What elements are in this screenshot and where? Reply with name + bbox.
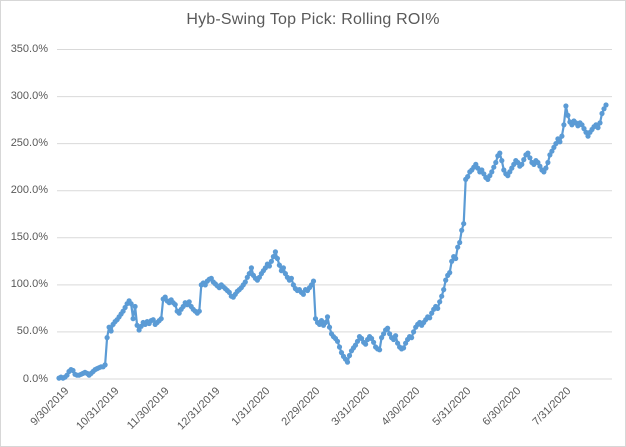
- data-point-marker: [268, 258, 274, 264]
- data-point-marker: [497, 150, 503, 156]
- data-point-marker: [545, 159, 551, 166]
- y-axis-tick-label: 100.0%: [10, 278, 48, 291]
- data-point-marker: [435, 305, 441, 311]
- data-point-marker: [324, 314, 331, 320]
- data-point-marker: [465, 174, 471, 180]
- data-point-marker: [553, 141, 559, 147]
- data-point-marker: [453, 255, 459, 262]
- data-point-marker: [248, 265, 254, 271]
- data-point-marker: [597, 120, 603, 126]
- data-point-marker: [280, 265, 286, 271]
- data-point-marker: [371, 339, 377, 345]
- data-point-marker: [525, 150, 531, 156]
- data-point-marker: [196, 308, 202, 314]
- data-point-marker: [266, 263, 272, 269]
- data-point-marker: [150, 317, 156, 323]
- data-point-marker: [461, 221, 467, 227]
- data-point-marker: [561, 122, 567, 128]
- data-point-marker: [543, 165, 549, 171]
- data-point-marker: [132, 303, 138, 310]
- data-point-marker: [272, 249, 278, 255]
- data-point-marker: [427, 315, 433, 321]
- data-point-marker: [363, 341, 369, 347]
- data-point-marker: [437, 299, 443, 305]
- data-point-marker: [130, 316, 136, 322]
- data-point-marker: [354, 338, 361, 344]
- data-point-marker: [409, 335, 415, 341]
- data-point-marker: [563, 103, 569, 109]
- data-point-marker: [441, 287, 447, 293]
- data-point-marker: [527, 155, 533, 161]
- data-point-marker: [455, 244, 461, 250]
- data-point-marker: [449, 258, 455, 264]
- data-point-marker: [457, 239, 463, 246]
- data-point-marker: [393, 333, 399, 339]
- data-point-marker: [411, 329, 417, 335]
- y-axis-tick-label: 50.0%: [16, 325, 48, 338]
- data-point-marker: [439, 293, 445, 299]
- data-point-marker: [557, 139, 563, 145]
- data-point-marker: [559, 133, 565, 139]
- data-point-marker: [104, 335, 110, 341]
- y-axis-tick-label: 0.0%: [22, 372, 48, 385]
- data-point-marker: [565, 112, 571, 118]
- data-point-marker: [447, 270, 453, 276]
- data-point-marker: [318, 318, 325, 324]
- data-point-marker: [459, 227, 465, 233]
- data-point-marker: [603, 102, 609, 108]
- y-axis-tick-label: 300.0%: [10, 90, 48, 103]
- y-axis-tick-label: 250.0%: [10, 137, 48, 150]
- data-point-marker: [310, 278, 317, 284]
- chart-title: Hyb-Swing Top Pick: Rolling ROI%: [186, 11, 440, 28]
- y-axis-tick-label: 200.0%: [10, 184, 48, 197]
- data-point-marker: [326, 324, 333, 330]
- data-point-marker: [300, 291, 306, 297]
- data-point-marker: [493, 159, 499, 166]
- y-axis-tick-label: 150.0%: [10, 231, 48, 244]
- data-point-marker: [288, 275, 294, 281]
- data-point-marker: [491, 164, 497, 170]
- data-point-marker: [134, 322, 140, 328]
- data-point-marker: [158, 316, 164, 322]
- data-point-marker: [336, 344, 343, 350]
- data-point-marker: [102, 362, 108, 368]
- data-point-marker: [443, 277, 449, 283]
- y-axis-tick-label: 350.0%: [10, 43, 48, 55]
- data-point-marker: [599, 110, 605, 117]
- data-point-marker: [276, 262, 282, 268]
- data-point-marker: [346, 352, 353, 359]
- data-point-marker: [344, 359, 351, 365]
- data-point-marker: [519, 161, 525, 167]
- data-point-marker: [521, 157, 527, 163]
- data-point-marker: [499, 158, 505, 164]
- data-point-marker: [186, 299, 192, 305]
- data-point-marker: [246, 271, 252, 277]
- data-point-marker: [385, 325, 391, 331]
- data-point-marker: [108, 328, 114, 334]
- data-point-marker: [172, 302, 178, 308]
- data-point-marker: [322, 319, 329, 326]
- data-point-marker: [334, 338, 341, 344]
- data-point-marker: [595, 125, 601, 131]
- data-point-marker: [489, 169, 495, 175]
- data-point-marker: [377, 347, 383, 353]
- data-point-marker: [128, 301, 134, 307]
- data-point-marker: [401, 345, 407, 351]
- data-point-marker: [242, 279, 248, 285]
- data-point-marker: [274, 255, 280, 262]
- data-point-marker: [270, 254, 276, 260]
